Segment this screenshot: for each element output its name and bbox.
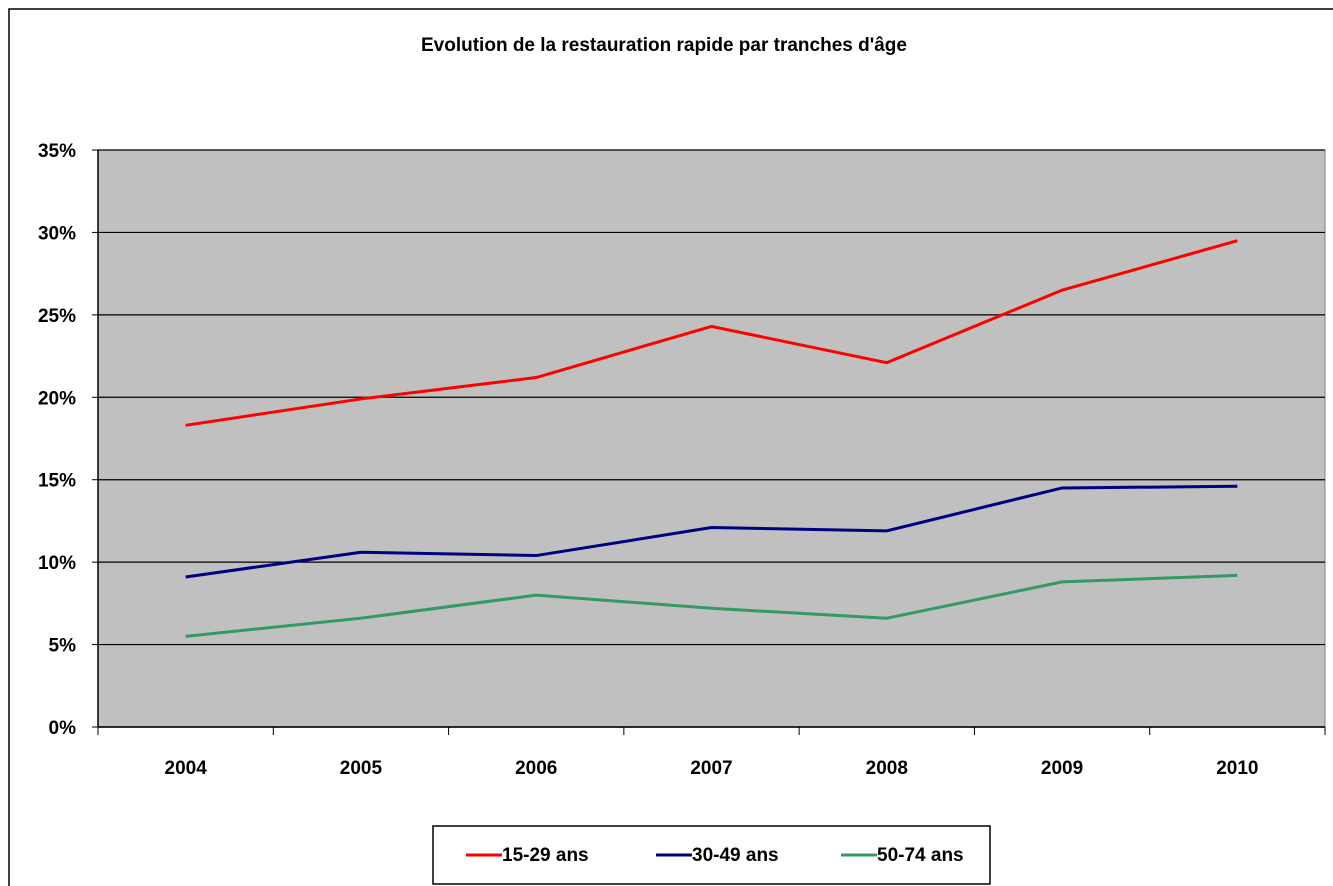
y-tick-label: 35% [38, 141, 76, 162]
x-tick-label: 2008 [866, 758, 908, 779]
y-tick-label: 30% [38, 223, 76, 244]
y-tick-label: 20% [38, 388, 76, 409]
x-tick-label: 2005 [340, 758, 383, 779]
legend-label: 50-74 ans [877, 845, 964, 866]
y-tick-label: 25% [38, 306, 76, 327]
plot-area [97, 149, 1326, 728]
x-tick-label: 2009 [1041, 758, 1083, 779]
y-tick-label: 15% [38, 471, 76, 492]
line-series [185, 573, 1238, 638]
x-tick-label: 2006 [515, 758, 557, 779]
chart-title: Evolution de la restauration rapide par … [421, 35, 907, 56]
legend-label: 30-49 ans [692, 845, 779, 866]
legend-box [432, 825, 991, 885]
x-tick-label: 2004 [165, 758, 208, 779]
line-series [185, 239, 1238, 427]
line-series [185, 484, 1238, 579]
y-tick-label: 0% [49, 718, 77, 739]
x-tick-label: 2010 [1216, 758, 1258, 779]
x-tick-label: 2007 [690, 758, 732, 779]
legend-label: 15-29 ans [502, 845, 589, 866]
y-tick-label: 10% [38, 553, 76, 574]
y-tick-label: 5% [49, 636, 77, 657]
